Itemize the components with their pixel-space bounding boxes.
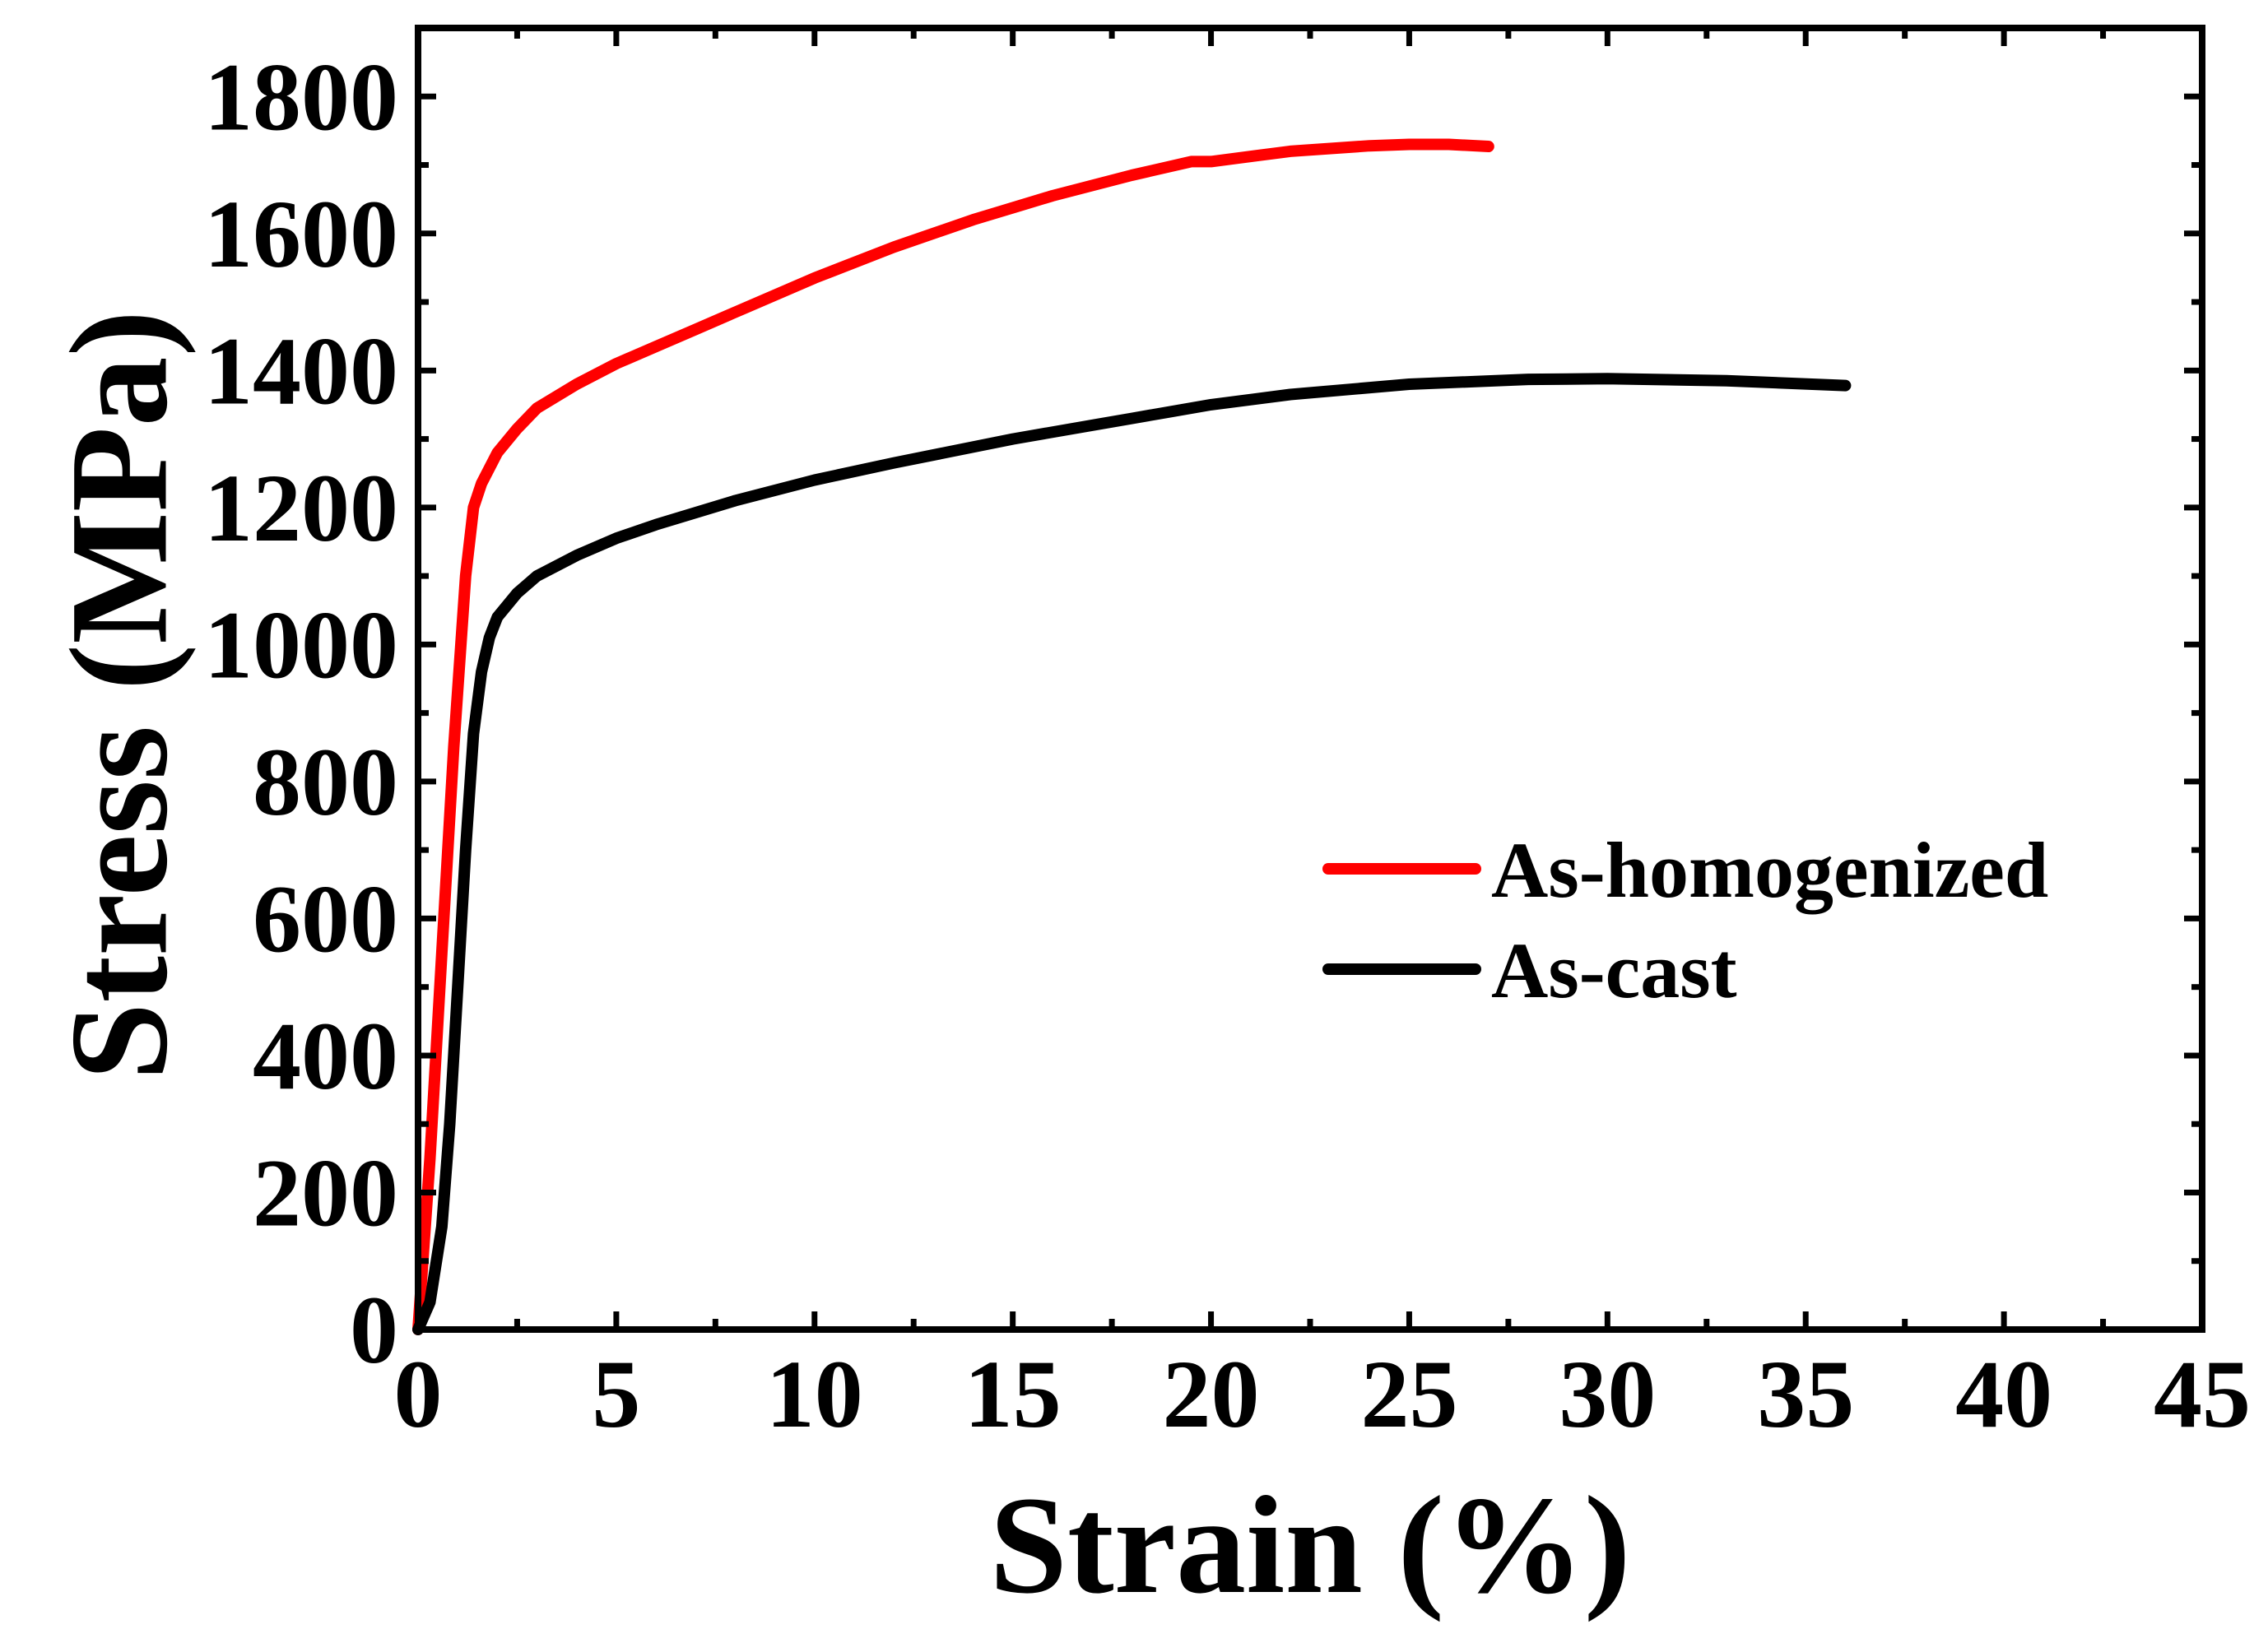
x-tick-label-15: 15 <box>964 1340 1062 1448</box>
legend: As-homogenized As-cast <box>1322 826 2048 1014</box>
y-tick-label-400: 400 <box>253 1002 398 1110</box>
y-tick-label-1600: 1600 <box>204 180 398 288</box>
y-tick-label-800: 800 <box>253 728 398 836</box>
y-tick-label-1000: 1000 <box>204 591 398 698</box>
y-tick-label-0: 0 <box>350 1276 398 1384</box>
y-tick-label-600: 600 <box>253 865 398 972</box>
x-tick-label-45: 45 <box>2154 1340 2251 1448</box>
series-line-as-homogenized <box>412 138 1494 1335</box>
x-tick-label-35: 35 <box>1757 1340 1854 1448</box>
y-tick-label-1800: 1800 <box>204 43 398 151</box>
legend-label-as-cast: As-cast <box>1491 926 1737 1014</box>
y-tick-label-1400: 1400 <box>204 317 398 425</box>
x-tick-label-30: 30 <box>1559 1340 1656 1448</box>
series-line-as-cast <box>412 373 1852 1335</box>
plot-frame <box>415 25 2205 1333</box>
y-tick-labels: 0 200 400 600 800 1000 1200 1400 1600 1800 <box>204 43 398 1384</box>
legend-label-as-homogenized: As-homogenized <box>1491 826 2048 914</box>
x-tick-label-10: 10 <box>766 1340 863 1448</box>
x-tick-label-0: 0 <box>394 1340 443 1448</box>
y-axis-title: Stress (MPa) <box>42 310 197 1080</box>
y-tick-label-1200: 1200 <box>204 454 398 562</box>
y-tick-label-200: 200 <box>253 1139 398 1246</box>
x-tick-label-5: 5 <box>592 1340 640 1448</box>
x-tick-labels: 0 5 10 15 20 25 30 35 40 45 <box>394 1340 2252 1448</box>
x-axis-title: Strain (%) <box>989 1468 1630 1622</box>
x-tick-label-25: 25 <box>1360 1340 1457 1448</box>
x-tick-label-40: 40 <box>1955 1340 2052 1448</box>
series-layer <box>412 138 1852 1335</box>
x-tick-label-20: 20 <box>1163 1340 1260 1448</box>
